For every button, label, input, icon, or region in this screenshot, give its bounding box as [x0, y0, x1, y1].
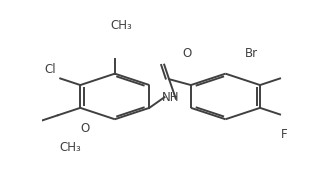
Text: CH₃: CH₃: [110, 19, 132, 32]
Text: O: O: [182, 47, 191, 60]
Text: F: F: [281, 128, 288, 141]
Text: NH: NH: [161, 91, 179, 104]
Text: Cl: Cl: [44, 63, 56, 76]
Text: CH₃: CH₃: [60, 141, 81, 155]
Text: Br: Br: [245, 47, 258, 60]
Text: O: O: [81, 122, 90, 135]
